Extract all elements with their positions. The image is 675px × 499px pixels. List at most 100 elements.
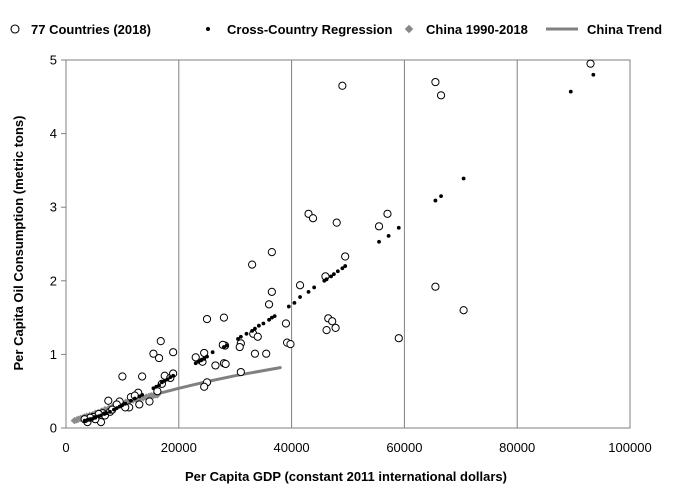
regression-point — [132, 396, 137, 401]
country-point — [248, 260, 257, 269]
regression-point — [439, 194, 443, 199]
y-tick-label: 1 — [50, 347, 57, 362]
regression-point — [335, 269, 340, 274]
country-point — [431, 77, 440, 87]
legend-label: China Trend — [587, 22, 662, 37]
regression-point — [386, 234, 391, 238]
y-tick-label: 4 — [50, 126, 57, 141]
country-point — [267, 247, 276, 257]
regression-point — [343, 264, 348, 268]
country-point — [286, 339, 295, 349]
regression-point — [210, 350, 215, 355]
legend-item-china: China 1990-2018 — [404, 22, 528, 37]
country-point — [149, 349, 158, 358]
x-axis-label: Per Capita GDP (constant 2011 internatio… — [185, 469, 507, 484]
regression-point — [377, 239, 381, 244]
country-point — [145, 397, 154, 406]
country-point — [104, 396, 113, 405]
country-point — [331, 323, 340, 333]
regression-point — [261, 321, 266, 326]
country-point — [169, 348, 178, 357]
x-tick-label: 60000 — [386, 440, 422, 455]
regression-point — [120, 403, 125, 408]
country-point — [138, 372, 147, 381]
x-axis-ticks: 0 20000 40000 60000 80000 100000 — [62, 440, 651, 455]
regression-point — [253, 326, 257, 331]
country-point — [236, 367, 245, 377]
country-point — [154, 353, 164, 363]
regression-point — [96, 414, 101, 419]
country-point — [202, 314, 212, 324]
regression-point — [433, 198, 438, 203]
regression-point — [396, 225, 401, 230]
country-point — [135, 400, 144, 409]
country-point — [436, 91, 446, 100]
legend: 77 Countries (2018) Cross-Country Regres… — [10, 22, 662, 37]
legend-item-countries: 77 Countries (2018) — [10, 22, 151, 37]
plot-frame — [65, 59, 631, 429]
regression-point — [165, 377, 170, 382]
legend-item-china-trend: China Trend — [546, 22, 662, 37]
legend-diamond-marker — [404, 24, 414, 34]
legend-item-regression: Cross-Country Regression — [206, 22, 392, 37]
country-point — [200, 382, 209, 391]
regression-point — [157, 383, 161, 388]
regression-point — [568, 89, 573, 94]
regression-point — [286, 304, 291, 309]
country-point — [264, 300, 274, 309]
x-tick-label: 20000 — [161, 440, 197, 455]
regression-point — [196, 359, 201, 364]
country-point — [431, 282, 440, 291]
regression-point — [322, 278, 327, 283]
country-point — [586, 59, 595, 68]
country-point — [338, 81, 347, 90]
regression-point — [236, 337, 240, 341]
regression-point — [159, 380, 164, 385]
regression-point — [329, 274, 333, 279]
x-tick-label: 80000 — [499, 440, 535, 455]
regression-point — [112, 407, 116, 412]
regression-point — [267, 317, 271, 322]
country-point — [281, 319, 291, 328]
axes — [65, 59, 631, 429]
regression-point — [171, 373, 176, 378]
regression-point — [306, 289, 311, 294]
y-tick-label: 2 — [50, 273, 57, 288]
regression-point — [244, 331, 249, 336]
regression-point — [269, 315, 274, 320]
regression-point — [250, 328, 255, 333]
country-point — [295, 281, 305, 290]
regression-point — [117, 404, 122, 409]
legend-open-circle-marker — [10, 24, 20, 34]
regression-point — [128, 398, 133, 403]
legend-dot-marker — [206, 27, 210, 31]
regression-point — [205, 354, 209, 359]
regression-point — [256, 323, 261, 328]
y-tick-label: 5 — [50, 53, 57, 68]
country-point — [221, 359, 230, 369]
x-tick-label: 0 — [62, 440, 69, 455]
country-point — [308, 214, 318, 223]
x-tick-label: 40000 — [274, 440, 310, 455]
country-point — [156, 337, 165, 346]
regression-point — [168, 375, 173, 380]
data-series — [70, 59, 596, 427]
y-axis-label: Per Capita Oil Consumption (metric tons) — [11, 116, 26, 371]
country-point — [459, 306, 468, 315]
country-point — [394, 334, 403, 343]
legend-label: China 1990-2018 — [426, 22, 528, 37]
regression-point — [82, 418, 87, 423]
country-point — [191, 353, 200, 362]
legend-label: Cross-Country Regression — [227, 22, 392, 37]
y-tick-label: 0 — [50, 421, 57, 436]
regression-point — [193, 361, 198, 366]
y-axis-ticks: 0 1 2 3 4 5 — [50, 53, 66, 436]
x-tick-label: 100000 — [608, 440, 651, 455]
regression-point — [332, 272, 336, 277]
country-point — [322, 326, 331, 335]
regression-point — [123, 401, 128, 406]
country-point — [267, 287, 276, 296]
regression-point — [140, 392, 145, 397]
grid-lines — [178, 60, 518, 428]
regression-point — [202, 356, 207, 361]
